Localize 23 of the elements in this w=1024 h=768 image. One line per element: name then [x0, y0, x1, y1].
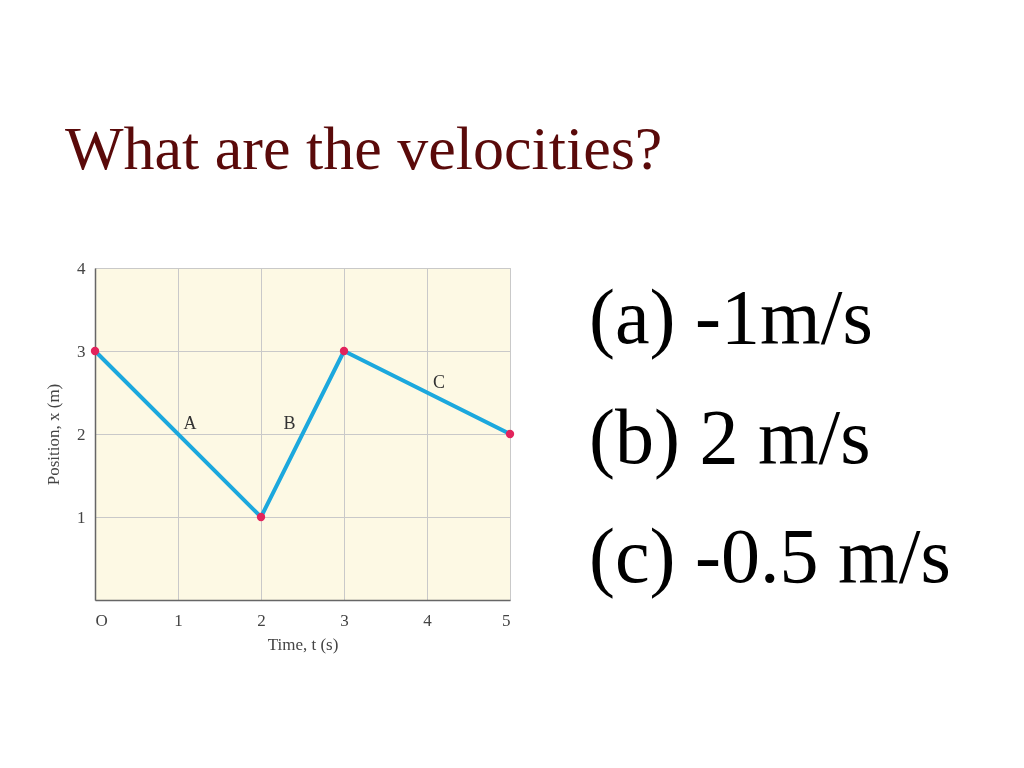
point	[339, 346, 349, 356]
y-axis-title: Position, x (m)	[44, 383, 63, 486]
annotation: A	[183, 413, 197, 433]
y-tick-label: 2	[77, 424, 86, 444]
x-tick-label: 4	[423, 610, 433, 630]
text: (b) 2 m/s	[589, 392, 871, 480]
y-tick-label: 3	[77, 341, 86, 361]
y-tick-label: 4	[77, 258, 86, 278]
y-tick-label: 1	[77, 507, 86, 527]
x-tick-label: 1	[174, 610, 183, 630]
x-axis-title: Time, t (s)	[267, 634, 339, 654]
annotation: C	[432, 371, 446, 392]
point	[505, 429, 515, 439]
point	[90, 346, 100, 356]
x-tick-label: 3	[340, 610, 349, 630]
text: (c) -0.5 m/s	[589, 512, 951, 599]
x-tick-label: 2	[257, 610, 266, 630]
annotation: B	[283, 413, 296, 433]
text: (a) -1m/s	[589, 273, 873, 360]
point	[256, 512, 266, 522]
chart-title: What are the velocities?	[65, 114, 663, 182]
x-tick-label: O	[95, 610, 108, 630]
x-tick-label: 5	[502, 610, 511, 630]
